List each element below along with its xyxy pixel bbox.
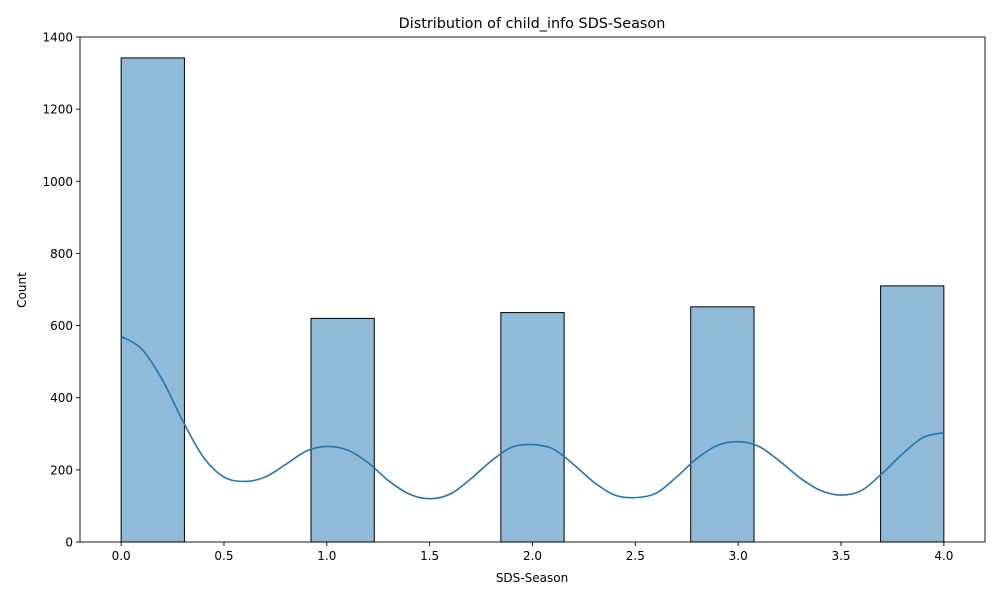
y-tick-label: 0 <box>65 536 73 550</box>
histogram-bar-4 <box>880 285 945 543</box>
y-axis-label: Count <box>15 272 29 308</box>
x-tick-label: 0.0 <box>112 549 131 563</box>
histogram-bar-1 <box>310 317 375 543</box>
x-tick-label: 3.0 <box>729 549 748 563</box>
histogram-bar-2 <box>500 312 565 543</box>
histogram-bar-3 <box>690 306 755 543</box>
kde-density-line <box>120 335 945 500</box>
y-tick-label: 1000 <box>42 175 73 189</box>
x-tick-label: 1.0 <box>317 549 336 563</box>
histogram-bar-0 <box>120 57 185 543</box>
x-tick-label: 4.0 <box>934 549 953 563</box>
plot-layer: 0.0 0.5 1.0 1.5 2.0 2.5 3.0 3.5 4.0 0 200 400 600 800… <box>42 31 986 563</box>
chart-title: Distribution of child_info SDS-Season <box>399 16 666 32</box>
x-axis-label: SDS-Season <box>496 571 568 585</box>
y-tick-label: 1200 <box>42 103 73 117</box>
y-tick-label: 200 <box>50 463 73 477</box>
y-tick-label: 600 <box>50 319 73 333</box>
x-tick-label: 2.0 <box>523 549 542 563</box>
x-tick-label: 0.5 <box>214 549 233 563</box>
y-tick-label: 1400 <box>42 31 73 45</box>
x-tick-label: 3.5 <box>831 549 850 563</box>
x-tick-label: 2.5 <box>626 549 645 563</box>
y-tick-label: 400 <box>50 391 73 405</box>
x-tick-label: 1.5 <box>420 549 439 563</box>
y-tick-label: 800 <box>50 247 73 261</box>
